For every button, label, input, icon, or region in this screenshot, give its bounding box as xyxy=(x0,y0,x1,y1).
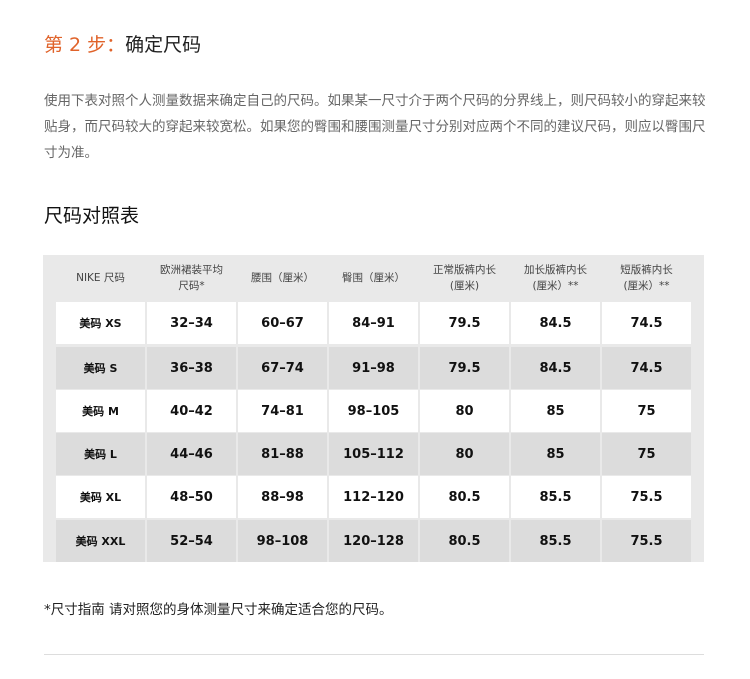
table-cell: 60–67 xyxy=(238,302,327,344)
table-cell: 105–112 xyxy=(329,433,418,475)
table-cell: 84.5 xyxy=(511,302,600,344)
table-cell: 美码 L xyxy=(56,433,145,475)
table-cell: 74–81 xyxy=(238,390,327,432)
header-cell: 短版裤内长 (厘米）** xyxy=(620,264,673,292)
table-cell: 美码 XL xyxy=(56,476,145,518)
table-cell: 80 xyxy=(420,390,509,432)
table-cell: 美码 S xyxy=(56,347,145,389)
table-cell: 91–98 xyxy=(329,347,418,389)
table-cell: 74.5 xyxy=(602,347,691,389)
table-cell: 32–34 xyxy=(147,302,236,344)
table-cell: 美码 M xyxy=(56,390,145,432)
divider xyxy=(44,654,704,655)
footnote: *尺寸指南 请对照您的身体测量尺寸来确定适合您的尺码。 xyxy=(44,602,393,618)
intro-text: 使用下表对照个人测量数据来确定自己的尺码。如果某一尺寸介于两个尺码的分界线上，则… xyxy=(44,93,706,161)
table-cell: 74.5 xyxy=(602,302,691,344)
table-cell: 85 xyxy=(511,390,600,432)
table-cell: 52–54 xyxy=(147,520,236,562)
table-cell: 75 xyxy=(602,390,691,432)
table-cell: 48–50 xyxy=(147,476,236,518)
table-cell: 85.5 xyxy=(511,520,600,562)
table-row: 美码 L 44–46 81–88 105–112 80 85 75 xyxy=(56,433,691,475)
table-cell: 80.5 xyxy=(420,476,509,518)
table-cell: 36–38 xyxy=(147,347,236,389)
table-cell: 75.5 xyxy=(602,520,691,562)
table-cell: 79.5 xyxy=(420,347,509,389)
size-chart-table: NIKE 尺码 欧洲裙装平均 尺码* 腰围（厘米） 臀围（厘米） 正常版裤内长 … xyxy=(43,255,704,562)
table-cell: 80 xyxy=(420,433,509,475)
table-cell: 98–105 xyxy=(329,390,418,432)
table-cell: 67–74 xyxy=(238,347,327,389)
table-cell: 40–42 xyxy=(147,390,236,432)
table-cell: 85 xyxy=(511,433,600,475)
table-row: 美码 XXL 52–54 98–108 120–128 80.5 85.5 75.5 xyxy=(56,520,691,562)
header-cell: 欧洲裙装平均 尺码* xyxy=(160,264,223,292)
table-cell: 98–108 xyxy=(238,520,327,562)
table-cell: 75.5 xyxy=(602,476,691,518)
header-cell: 正常版裤内长 (厘米) xyxy=(433,264,496,292)
table-row: 美码 M 40–42 74–81 98–105 80 85 75 xyxy=(56,390,691,432)
table-cell: 79.5 xyxy=(420,302,509,344)
table-cell: 84–91 xyxy=(329,302,418,344)
table-row: 美码 XS 32–34 60–67 84–91 79.5 84.5 74.5 xyxy=(56,302,691,344)
header-cell: 臀围（厘米） xyxy=(342,272,405,284)
table-row: 美码 XL 48–50 88–98 112–120 80.5 85.5 75.5 xyxy=(56,476,691,518)
header-cell: 加长版裤内长 (厘米）** xyxy=(524,264,587,292)
table-cell: 120–128 xyxy=(329,520,418,562)
header-cell: 腰围（厘米） xyxy=(251,272,314,284)
table-row: 美码 S 36–38 67–74 91–98 79.5 84.5 74.5 xyxy=(56,347,691,389)
table-cell: 85.5 xyxy=(511,476,600,518)
table-title: 尺码对照表 xyxy=(44,205,140,227)
table-cell: 81–88 xyxy=(238,433,327,475)
table-cell: 88–98 xyxy=(238,476,327,518)
table-cell: 44–46 xyxy=(147,433,236,475)
table-cell: 112–120 xyxy=(329,476,418,518)
table-cell: 75 xyxy=(602,433,691,475)
table-cell: 84.5 xyxy=(511,347,600,389)
step-heading: 第 2 步：确定尺码 xyxy=(44,34,202,56)
header-cell: NIKE 尺码 xyxy=(76,272,125,284)
table-cell: 80.5 xyxy=(420,520,509,562)
table-header: NIKE 尺码 欧洲裙装平均 尺码* 腰围（厘米） 臀围（厘米） 正常版裤内长 … xyxy=(56,255,691,301)
table-cell: 美码 XS xyxy=(56,302,145,344)
table-cell: 美码 XXL xyxy=(56,520,145,562)
